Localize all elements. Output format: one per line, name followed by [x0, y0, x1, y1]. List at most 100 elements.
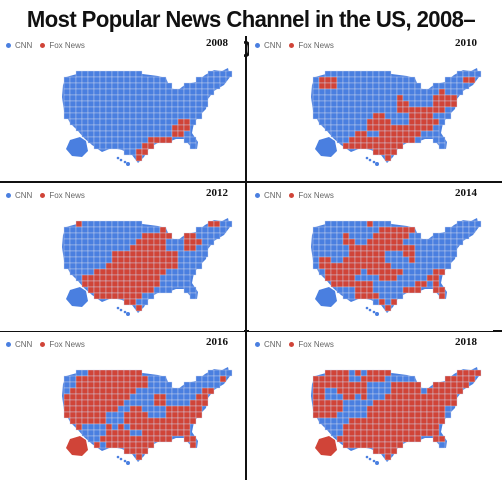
county-cell — [414, 232, 422, 240]
county-cell — [324, 262, 332, 270]
county-cell — [111, 124, 119, 132]
county-cell — [396, 292, 404, 300]
county-cell — [117, 106, 125, 114]
county-cell — [141, 429, 149, 437]
county-cell — [384, 220, 392, 228]
county-cell — [456, 82, 464, 90]
county-cell — [366, 423, 374, 431]
county-cell — [366, 130, 374, 138]
hawaii-island — [119, 457, 123, 461]
county-cell — [390, 142, 398, 150]
county-cell — [177, 238, 185, 246]
county-cell — [93, 118, 101, 126]
county-cell — [129, 82, 137, 90]
county-cell — [462, 369, 470, 377]
county-cell — [93, 268, 101, 276]
county-cell — [330, 88, 338, 96]
county-cell — [330, 94, 338, 102]
county-cell — [219, 369, 227, 377]
county-cell — [183, 82, 191, 90]
county-cell — [366, 375, 374, 383]
county-cell — [414, 286, 422, 294]
county-cell — [111, 136, 119, 144]
county-cell — [408, 429, 416, 437]
county-cell — [117, 244, 125, 252]
county-cell — [153, 250, 161, 258]
county-cell — [402, 435, 410, 443]
county-cell — [348, 381, 356, 389]
county-cell — [426, 250, 434, 258]
county-cell — [354, 411, 362, 419]
county-cell — [348, 405, 356, 413]
county-cell — [141, 435, 149, 443]
county-cell — [330, 118, 338, 126]
county-cell — [414, 130, 422, 138]
county-cell — [426, 238, 434, 246]
county-cell — [336, 381, 344, 389]
county-cell — [336, 112, 344, 120]
legend-item-fox: Fox News — [289, 191, 334, 200]
county-cell — [111, 88, 119, 96]
county-cell — [147, 82, 155, 90]
county-cell — [348, 262, 356, 270]
county-cell — [348, 118, 356, 126]
county-cell — [99, 417, 107, 425]
county-cell — [63, 226, 71, 234]
county-cell — [111, 393, 119, 401]
county-cell — [408, 393, 416, 401]
county-cell — [342, 399, 350, 407]
county-cell — [372, 142, 380, 150]
county-cell — [99, 393, 107, 401]
county-cell — [135, 453, 143, 461]
county-cell — [348, 220, 356, 228]
county-cell — [135, 148, 143, 156]
county-cell — [153, 280, 161, 288]
county-cell — [105, 417, 113, 425]
county-cell — [93, 136, 101, 144]
county-cell — [414, 399, 422, 407]
county-cell — [195, 250, 203, 258]
county-cell — [330, 76, 338, 84]
county-cell — [318, 94, 326, 102]
county-cell — [105, 274, 113, 282]
county-cell — [141, 286, 149, 294]
county-cell — [342, 435, 350, 443]
county-cell — [99, 232, 107, 240]
county-cell — [153, 100, 161, 108]
county-cell — [141, 250, 149, 258]
county-cell — [348, 142, 356, 150]
hawaii-island — [365, 455, 369, 459]
county-cell — [390, 423, 398, 431]
county-cell — [129, 405, 137, 413]
county-cell — [402, 106, 410, 114]
county-cell — [402, 250, 410, 258]
county-cell — [159, 435, 167, 443]
county-cell — [93, 393, 101, 401]
county-cell — [105, 411, 113, 419]
county-cell — [159, 94, 167, 102]
county-cell — [438, 441, 446, 449]
county-cell — [159, 76, 167, 84]
county-cell — [330, 82, 338, 90]
county-cell — [390, 399, 398, 407]
county-cell — [360, 399, 368, 407]
county-cell — [87, 82, 95, 90]
county-cell — [342, 381, 350, 389]
county-cell — [129, 70, 137, 78]
county-cell — [75, 244, 83, 252]
county-cell — [105, 82, 113, 90]
county-cell — [330, 387, 338, 395]
county-cell — [396, 268, 404, 276]
county-cell — [414, 106, 422, 114]
county-cell — [336, 130, 344, 138]
county-cell — [105, 238, 113, 246]
county-cell — [129, 423, 137, 431]
county-cell — [324, 375, 332, 383]
county-cell — [147, 232, 155, 240]
county-cell — [69, 76, 77, 84]
county-cell — [99, 399, 107, 407]
county-cell — [408, 88, 416, 96]
county-cell — [69, 417, 77, 425]
county-cell — [402, 387, 410, 395]
county-cell — [354, 387, 362, 395]
